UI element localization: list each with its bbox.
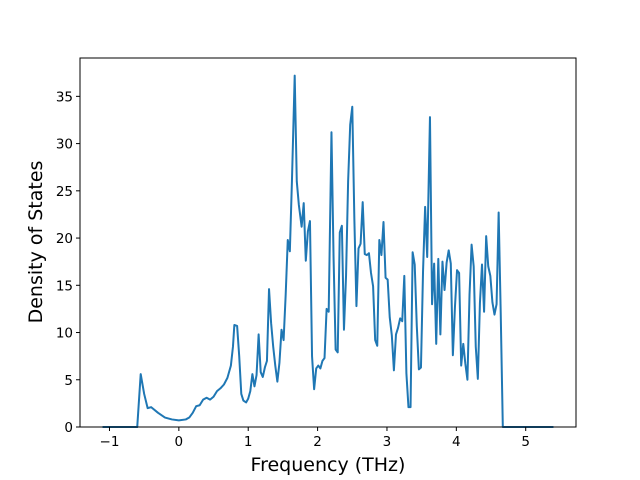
y-tick-label: 10 — [56, 326, 73, 342]
y-tick-label: 15 — [56, 278, 73, 294]
x-axis-label: Frequency (THz) — [251, 454, 406, 476]
x-tick-label: −1 — [100, 434, 120, 450]
y-axis-label: Density of States — [25, 161, 47, 324]
x-tick-label: 5 — [521, 434, 530, 450]
y-tick-label: 35 — [56, 89, 73, 105]
x-tick-label: 2 — [313, 434, 322, 450]
x-tick-label: 3 — [383, 434, 392, 450]
y-tick-label: 0 — [64, 420, 73, 436]
y-tick-label: 20 — [56, 231, 73, 247]
y-tick-label: 25 — [56, 184, 73, 200]
y-tick-label: 30 — [56, 137, 73, 153]
x-tick-label: 1 — [244, 434, 253, 450]
plot-frame — [79, 57, 577, 428]
x-tick-label: 4 — [452, 434, 461, 450]
data-line — [102, 74, 554, 428]
y-tick-label: 5 — [64, 373, 73, 389]
x-tick-label: 0 — [175, 434, 184, 450]
